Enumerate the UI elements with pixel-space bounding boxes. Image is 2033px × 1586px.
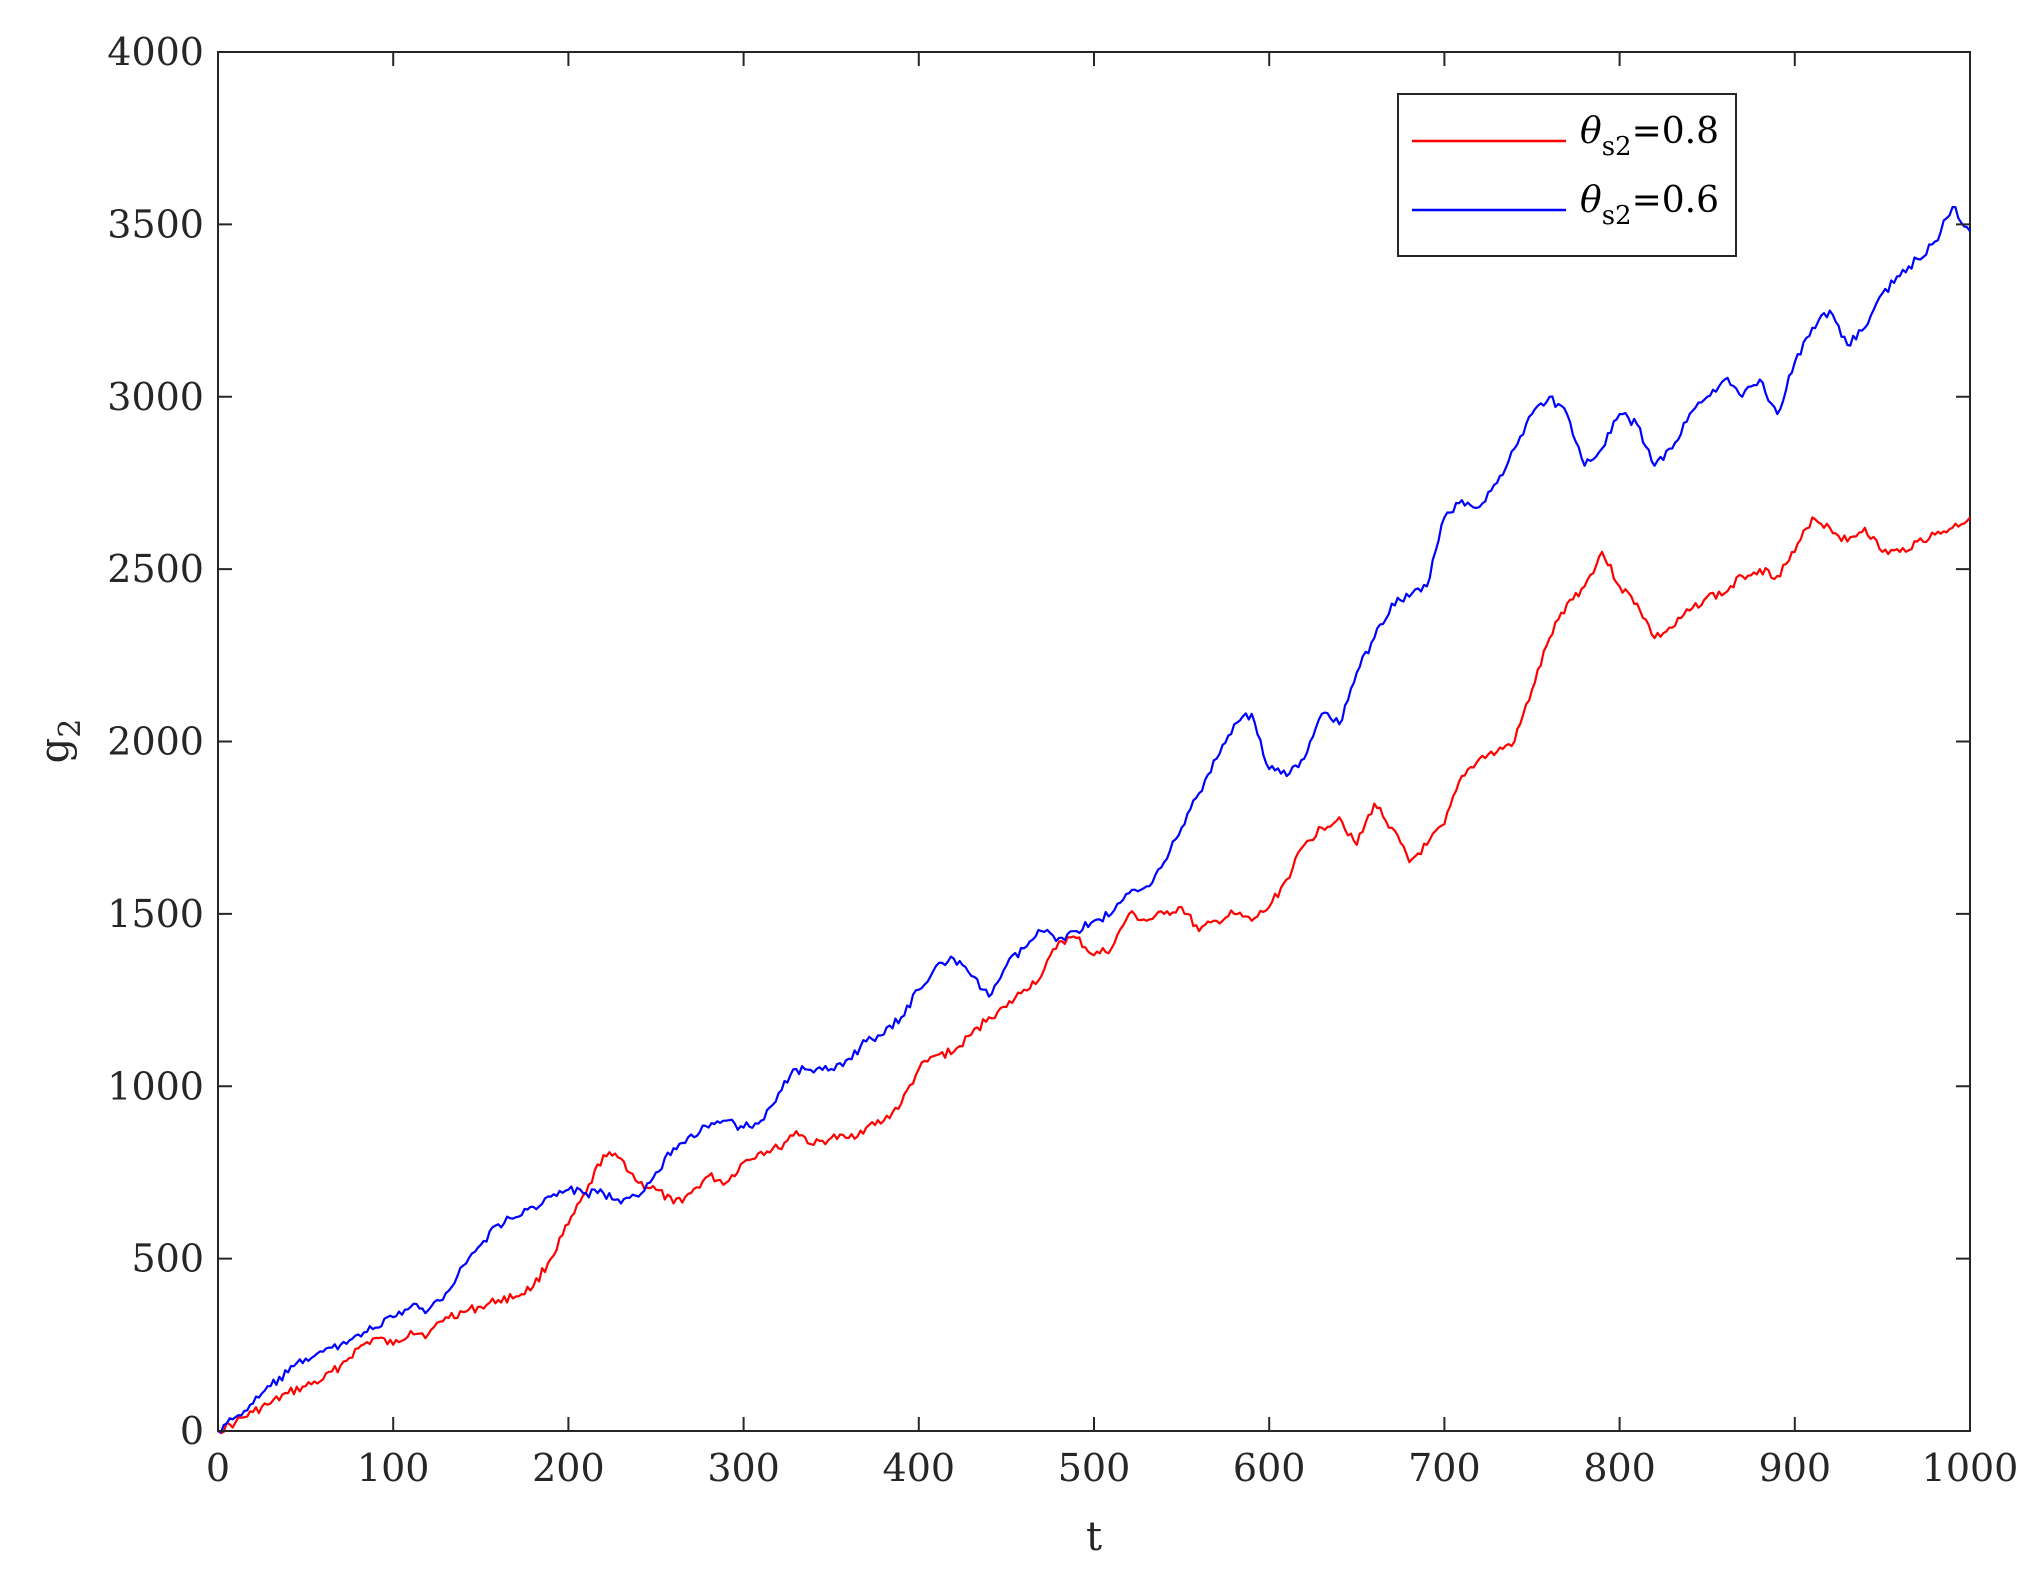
tick-label-layer: 0 100 200 300 400 500 600 700 800 900 1000 0 500 1000… bbox=[107, 30, 2018, 1490]
x-tick-label: 300 bbox=[707, 1446, 780, 1490]
y-tick-label: 3500 bbox=[107, 202, 204, 246]
y-tick-label: 2000 bbox=[107, 720, 204, 764]
y-tick-label: 3000 bbox=[107, 375, 204, 419]
x-tick-label: 700 bbox=[1408, 1446, 1481, 1490]
y-tick-label: 1500 bbox=[107, 892, 204, 936]
y-tick-label: 4000 bbox=[107, 30, 204, 74]
x-tick-label: 900 bbox=[1759, 1446, 1832, 1490]
y-tick-label: 2500 bbox=[107, 547, 204, 591]
series-layer bbox=[217, 206, 1971, 1435]
x-tick-label: 400 bbox=[883, 1446, 956, 1490]
tick-layer bbox=[217, 51, 1971, 1432]
x-tick-label: 0 bbox=[206, 1446, 230, 1490]
legend-label-series-1: θs2=0.8 bbox=[1580, 111, 1719, 162]
x-tick-label: 100 bbox=[357, 1446, 430, 1490]
legend-label-series-2: θs2=0.6 bbox=[1580, 180, 1719, 231]
plot-area bbox=[217, 51, 1971, 1432]
x-axis-label: t bbox=[1086, 1514, 1102, 1560]
x-tick-label: 600 bbox=[1233, 1446, 1306, 1490]
svg-text:g2: g2 bbox=[32, 719, 88, 764]
series-line-1 bbox=[217, 516, 1971, 1435]
y-axis-label-subscript: 2 bbox=[53, 719, 88, 738]
legend-box bbox=[1397, 93, 1737, 257]
y-axis-label: g2 bbox=[32, 719, 88, 764]
series-line-2 bbox=[217, 206, 1971, 1434]
y-axis-label-base: g bbox=[32, 738, 78, 764]
x-tick-label: 200 bbox=[532, 1446, 605, 1490]
x-tick-label: 1000 bbox=[1922, 1446, 2019, 1490]
x-tick-label: 500 bbox=[1058, 1446, 1131, 1490]
y-tick-label: 500 bbox=[131, 1237, 204, 1281]
x-tick-label: 800 bbox=[1583, 1446, 1656, 1490]
legend: θs2=0.8 θs2=0.6 bbox=[1397, 93, 1737, 257]
y-tick-label: 1000 bbox=[107, 1064, 204, 1108]
y-tick-label: 0 bbox=[180, 1409, 204, 1453]
